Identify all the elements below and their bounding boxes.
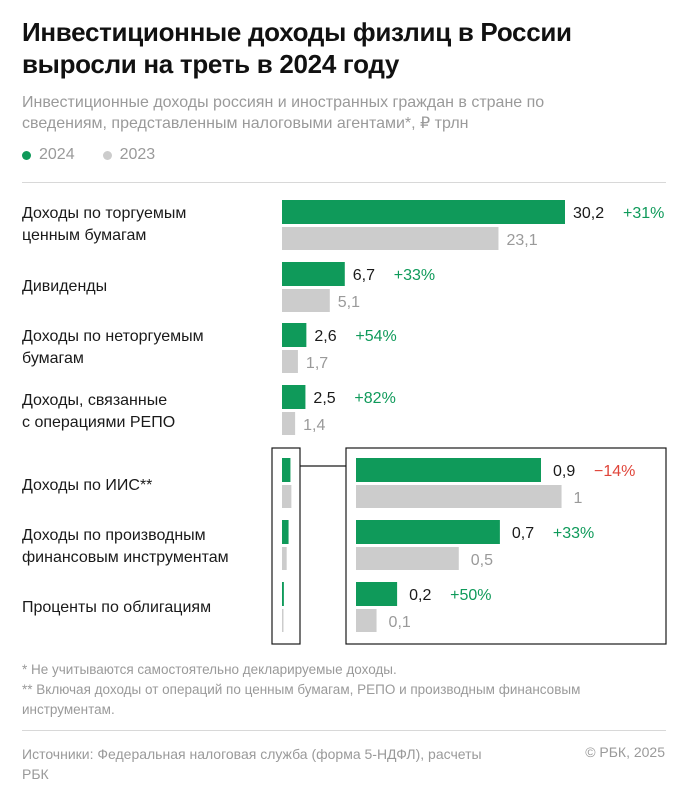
change-label: +54% (355, 328, 396, 345)
change-label: +33% (394, 267, 435, 284)
change-label: +50% (450, 587, 491, 604)
legend-swatch-2023 (102, 150, 112, 160)
bar-2024 (282, 200, 565, 224)
legend-item-2024: 2024 (22, 146, 75, 164)
footnote-2: ** Включая доходы от операций по ценным … (22, 682, 581, 717)
category-label: Дивиденды (22, 276, 272, 298)
inset-bar-2024 (356, 582, 398, 606)
bar-2024 (282, 582, 284, 606)
sources: Источники: Федеральная налоговая служба … (22, 746, 482, 782)
category-label: Проценты по облигациям (22, 597, 272, 619)
category-label-line: Доходы, связанные (22, 392, 168, 409)
bar-2023 (282, 350, 298, 373)
bar-chart: 30,2 +31% 23,1 6,7 +33% 5,12,6 +54% 1,7 2,5 +82% 1… (271, 200, 667, 645)
footnote-1: * Не учитываются самостоятельно декларир… (22, 662, 397, 677)
inset-bar-2024 (356, 520, 500, 544)
legend-swatch-2024 (22, 150, 31, 160)
bar-2023 (282, 289, 330, 312)
category-label: Доходы по торгуемым ценным бумагам (22, 203, 272, 247)
value-label-2024: 6,7 (353, 267, 375, 284)
change-label: +31% (623, 205, 664, 222)
category-label: Доходы, связанные с операциями РЕПО (22, 390, 272, 434)
value-label-2023: 23,1 (506, 232, 537, 249)
category-label-line: Доходы по торгуемым (22, 205, 187, 222)
category-label: Доходы по производным финансовым инструме… (22, 525, 272, 569)
category-label-line: Дивиденды (22, 278, 108, 295)
bar-2023 (282, 485, 292, 508)
value-label-2023: 5,1 (338, 294, 360, 311)
category-label-line: Доходы по неторгуемым (22, 328, 204, 345)
category-label-line: с операциями РЕПО (22, 414, 176, 431)
inset-bar-2023 (356, 609, 377, 632)
value-label-2024: 0,7 (512, 525, 534, 542)
category-label-line: ценным бумагам (22, 227, 147, 244)
value-label-2024: 2,6 (314, 328, 336, 345)
value-label-2023: 0,1 (389, 614, 411, 631)
bar-2024 (282, 323, 307, 347)
inset-bar-2024 (356, 458, 541, 482)
legend-label-2024: 2024 (39, 146, 75, 163)
category-label-line: Доходы по производным (22, 527, 206, 544)
header-divider (22, 182, 666, 183)
bar-2023 (282, 412, 296, 435)
legend: 2024 2023 (22, 146, 155, 164)
bar-2023 (282, 227, 499, 250)
bar-2023 (282, 609, 284, 632)
footnotes: * Не учитываются самостоятельно декларир… (22, 660, 662, 720)
category-label: Доходы по ИИС** (22, 475, 272, 497)
category-label: Доходы по неторгуемым бумагам (22, 326, 272, 370)
footer-divider (22, 730, 666, 731)
inset-bar-2023 (356, 485, 562, 508)
category-label-line: финансовым инструментам (22, 549, 229, 566)
category-label-line: Проценты по облигациям (22, 599, 212, 616)
zoom-source-frame (271, 447, 301, 645)
category-label-line: бумагам (22, 350, 84, 367)
bar-2024 (282, 520, 289, 544)
bar-2024 (282, 262, 345, 286)
change-label: +82% (354, 390, 395, 407)
value-label-2023: 1,7 (306, 355, 328, 372)
bar-2024 (282, 385, 306, 409)
copyright: © РБК, 2025 (585, 744, 665, 760)
value-label-2024: 0,9 (553, 463, 575, 480)
bar-2023 (282, 547, 287, 570)
value-label-2023: 1,4 (303, 417, 325, 434)
value-label-2024: 0,2 (409, 587, 431, 604)
category-label-line: Доходы по ИИС** (22, 477, 153, 494)
change-label: −14% (594, 463, 635, 480)
zoom-inset-frame (345, 447, 667, 645)
value-label-2023: 0,5 (471, 552, 493, 569)
inset-bar-2023 (356, 547, 459, 570)
bar-2024 (282, 458, 291, 482)
value-label-2023: 1 (574, 490, 583, 507)
chart-title: Инвестиционные доходы физлиц в России вы… (22, 17, 572, 79)
value-label-2024: 30,2 (573, 205, 604, 222)
legend-label-2023: 2023 (119, 146, 156, 163)
chart-subtitle: Инвестиционные доходы россиян и иностран… (22, 94, 545, 132)
legend-item-2023: 2023 (102, 146, 156, 164)
change-label: +33% (553, 525, 594, 542)
value-label-2024: 2,5 (313, 390, 335, 407)
